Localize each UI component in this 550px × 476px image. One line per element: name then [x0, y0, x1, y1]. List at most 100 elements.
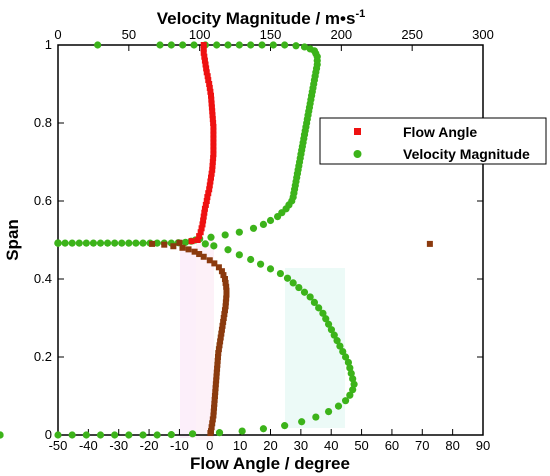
flow-angle-point — [426, 240, 433, 247]
velocity-point — [190, 41, 198, 49]
velocity-point — [266, 265, 275, 273]
top-tick-label: 200 — [330, 27, 352, 42]
velocity-point — [139, 239, 147, 247]
flow-angle-point — [220, 315, 227, 321]
flow-angle-point — [222, 303, 229, 310]
bottom-tick-label: 0 — [206, 438, 213, 453]
velocity-point — [312, 413, 320, 421]
velocity-point — [207, 233, 215, 241]
velocity-point — [249, 224, 258, 232]
flow-angle-point — [210, 139, 217, 146]
velocity-point — [156, 41, 164, 49]
flow-angle-point — [208, 104, 215, 111]
left-tick-label: 0.2 — [34, 349, 52, 364]
flow-angle-point — [219, 322, 226, 329]
velocity-point — [315, 304, 323, 312]
bottom-tick-label: -50 — [49, 438, 68, 453]
bottom-axis-title: Flow Angle / degree — [190, 454, 350, 473]
velocity-point — [258, 41, 266, 49]
velocity-point — [322, 315, 330, 323]
flow-angle-point — [210, 123, 217, 130]
left-axis: 0 0.2 0.4 0.6 0.8 1 — [34, 37, 483, 442]
bottom-tick-label: 50 — [354, 438, 368, 453]
flow-angle-point — [208, 96, 215, 103]
velocity-point — [82, 239, 90, 247]
velocity-point — [179, 41, 187, 49]
flow-angle-point — [197, 229, 204, 236]
flow-angle-point — [218, 326, 225, 333]
flow-angle-point — [200, 49, 207, 56]
flow-angle-point — [210, 135, 217, 142]
flow-angle-point — [205, 190, 212, 197]
flow-angle-point — [208, 424, 215, 431]
velocity-point — [215, 429, 224, 437]
flow-angle-point — [209, 416, 216, 423]
velocity-point — [238, 427, 246, 435]
velocity-point — [118, 239, 126, 247]
flow-angle-point — [185, 246, 192, 253]
velocity-point — [350, 380, 358, 388]
flow-angle-point — [223, 287, 230, 294]
series-velocity-magnitude — [0, 41, 358, 439]
velocity-point — [347, 369, 355, 377]
flow-angle-point — [206, 182, 213, 189]
velocity-point — [346, 364, 354, 372]
flow-angle-point — [202, 201, 209, 208]
top-tick-label: 100 — [189, 27, 211, 42]
top-axis-title-text: Velocity Magnitude / m•s — [157, 9, 356, 28]
flow-angle-point — [199, 221, 206, 228]
flow-angle-point — [208, 100, 215, 107]
flow-angle-point — [210, 412, 217, 419]
flow-angle-point — [215, 264, 222, 271]
velocity-point — [341, 353, 350, 361]
velocity-point — [334, 402, 343, 410]
bottom-tick-label: 80 — [445, 438, 459, 453]
flow-angle-point — [222, 279, 229, 286]
flow-angle-point — [206, 257, 213, 264]
flow-angle-point — [222, 299, 229, 306]
top-tick-label: 150 — [260, 27, 282, 42]
velocity-point — [167, 41, 175, 49]
velocity-point — [111, 239, 119, 247]
flow-angle-point — [221, 307, 228, 314]
velocity-point — [68, 431, 76, 439]
velocity-point — [281, 422, 289, 430]
left-axis-title: Span — [3, 219, 22, 261]
flow-angle-point — [201, 209, 208, 216]
flow-angle-point — [200, 45, 207, 52]
flow-angle-point — [191, 248, 198, 255]
bottom-tick-label: 70 — [415, 438, 429, 453]
bottom-tick-label: 30 — [294, 438, 308, 453]
velocity-point — [210, 242, 218, 250]
flow-angle-point — [209, 159, 216, 165]
bottom-tick-label: -20 — [140, 438, 159, 453]
velocity-point — [298, 418, 306, 426]
velocity-point — [54, 239, 62, 247]
flow-angle-point — [218, 330, 225, 337]
bottom-tick-label: -30 — [109, 438, 128, 453]
flow-angle-point — [196, 233, 203, 240]
top-tick-label: 300 — [472, 27, 494, 42]
velocity-point — [153, 431, 161, 439]
flow-angle-point — [206, 84, 213, 91]
flow-angle-point — [206, 81, 213, 87]
velocity-point — [188, 430, 197, 438]
velocity-point — [341, 397, 350, 405]
flow-angle-point — [194, 237, 201, 243]
flow-angle-point — [200, 213, 207, 220]
flow-angle-point — [210, 408, 217, 415]
velocity-point — [346, 391, 354, 399]
velocity-point — [276, 269, 285, 278]
velocity-point — [306, 293, 314, 301]
legend-label-velocity-magnitude: Velocity Magnitude — [403, 146, 530, 162]
velocity-point — [269, 41, 277, 49]
flow-angle-point — [204, 73, 211, 80]
velocity-point — [349, 375, 357, 383]
flow-angle-point — [209, 108, 216, 115]
velocity-point — [344, 358, 353, 367]
velocity-point — [292, 42, 300, 50]
flow-angle-point — [221, 276, 228, 282]
velocity-point — [82, 431, 90, 439]
flow-angle-point — [209, 166, 216, 173]
flow-angle-point — [209, 162, 216, 169]
